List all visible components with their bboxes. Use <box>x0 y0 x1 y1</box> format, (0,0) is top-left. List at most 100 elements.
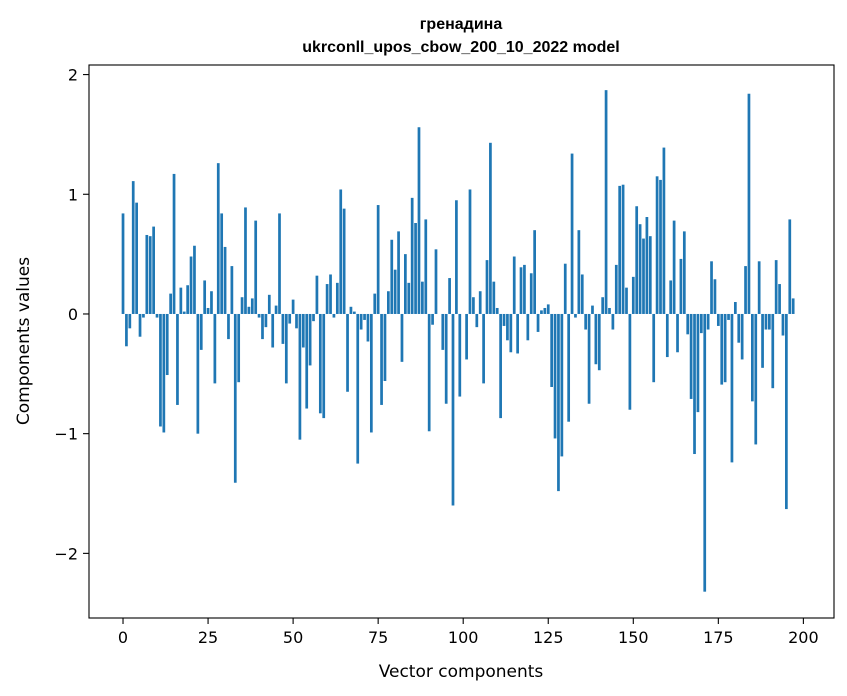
bar-76 <box>380 313 383 405</box>
bar-141 <box>601 297 605 314</box>
bar-145 <box>614 264 618 314</box>
bar-103 <box>472 297 475 314</box>
bar-70 <box>359 313 363 330</box>
bar-186 <box>754 313 758 445</box>
bar-113 <box>506 313 509 341</box>
bar-176 <box>720 313 724 385</box>
bar-24 <box>203 280 207 314</box>
y-tick-label: −2 <box>54 544 78 563</box>
bar-172 <box>706 313 710 330</box>
bar-77 <box>383 313 387 381</box>
bar-23 <box>199 313 203 350</box>
bar-171 <box>703 313 707 592</box>
bar-148 <box>625 287 628 314</box>
bar-197 <box>791 298 795 314</box>
bar-105 <box>478 291 482 314</box>
bar-53 <box>301 313 305 348</box>
bar-54 <box>305 313 309 409</box>
bar-152 <box>638 224 642 314</box>
bar-131 <box>567 313 571 422</box>
bar-series <box>121 90 795 592</box>
bar-182 <box>740 313 744 360</box>
bar-41 <box>261 313 264 340</box>
bar-162 <box>672 220 676 314</box>
x-tick-label: 75 <box>368 628 388 647</box>
bar-36 <box>244 207 247 314</box>
bar-46 <box>278 213 281 314</box>
bar-4 <box>135 202 138 314</box>
bar-177 <box>723 313 727 383</box>
bar-138 <box>591 305 594 314</box>
bar-150 <box>631 276 635 314</box>
bar-189 <box>764 313 768 330</box>
bar-67 <box>349 306 353 314</box>
y-tick-label: 2 <box>68 66 78 85</box>
chart-title-line1: гренадина <box>420 16 503 33</box>
bar-50 <box>291 299 295 314</box>
x-tick-label: 25 <box>198 628 218 647</box>
bar-114 <box>509 313 513 353</box>
bar-133 <box>574 313 577 318</box>
bar-139 <box>594 313 598 365</box>
bar-101 <box>465 313 468 360</box>
bar-33 <box>233 313 237 483</box>
bar-17 <box>179 287 183 314</box>
bar-19 <box>186 285 190 314</box>
bar-140 <box>597 313 601 371</box>
bar-11 <box>159 313 162 427</box>
bar-38 <box>250 298 254 314</box>
bar-88 <box>421 281 424 314</box>
x-axis-ticks: 0 25 50 75 100 125 150 175 200 <box>118 618 819 647</box>
bar-71 <box>363 313 366 320</box>
x-tick-label: 125 <box>533 628 564 647</box>
x-tick-label: 175 <box>703 628 734 647</box>
bar-12 <box>162 313 166 433</box>
bar-42 <box>264 313 268 328</box>
chart-title-line2: ukrconll_upos_cbow_200_10_2022 model <box>302 39 619 56</box>
bar-122 <box>536 313 540 332</box>
bar-89 <box>424 219 428 314</box>
bar-79 <box>390 239 394 314</box>
bar-49 <box>288 313 292 324</box>
bar-180 <box>733 302 737 314</box>
bar-86 <box>414 223 417 314</box>
bar-163 <box>676 313 679 353</box>
y-axis-ticks: −2 −1 0 1 2 <box>54 66 89 563</box>
bar-128 <box>557 313 560 492</box>
bar-69 <box>356 313 360 464</box>
bar-151 <box>635 206 639 314</box>
bar-164 <box>679 258 683 314</box>
bar-127 <box>553 313 557 439</box>
bar-123 <box>540 310 543 314</box>
bar-82 <box>400 313 404 362</box>
bar-85 <box>410 197 414 314</box>
bar-108 <box>489 142 492 314</box>
x-tick-label: 150 <box>618 628 649 647</box>
bar-47 <box>281 313 285 344</box>
bar-55 <box>308 313 312 366</box>
bar-115 <box>512 256 516 314</box>
bar-64 <box>339 189 343 314</box>
bar-65 <box>342 208 346 314</box>
bar-3 <box>131 181 135 314</box>
bar-21 <box>193 245 196 314</box>
bar-187 <box>757 261 761 314</box>
bar-169 <box>696 313 700 413</box>
bar-166 <box>686 313 690 335</box>
bar-134 <box>577 230 581 314</box>
bar-84 <box>407 282 411 314</box>
bar-45 <box>274 305 278 314</box>
bar-107 <box>485 260 489 314</box>
bar-35 <box>240 297 244 314</box>
bar-87 <box>417 127 421 314</box>
bar-154 <box>645 217 649 314</box>
bar-68 <box>352 311 356 314</box>
bar-7 <box>145 234 149 314</box>
x-tick-label: 0 <box>118 628 128 647</box>
bar-179 <box>730 313 734 463</box>
bar-43 <box>267 294 271 314</box>
bar-95 <box>444 313 448 404</box>
bar-167 <box>689 313 693 399</box>
